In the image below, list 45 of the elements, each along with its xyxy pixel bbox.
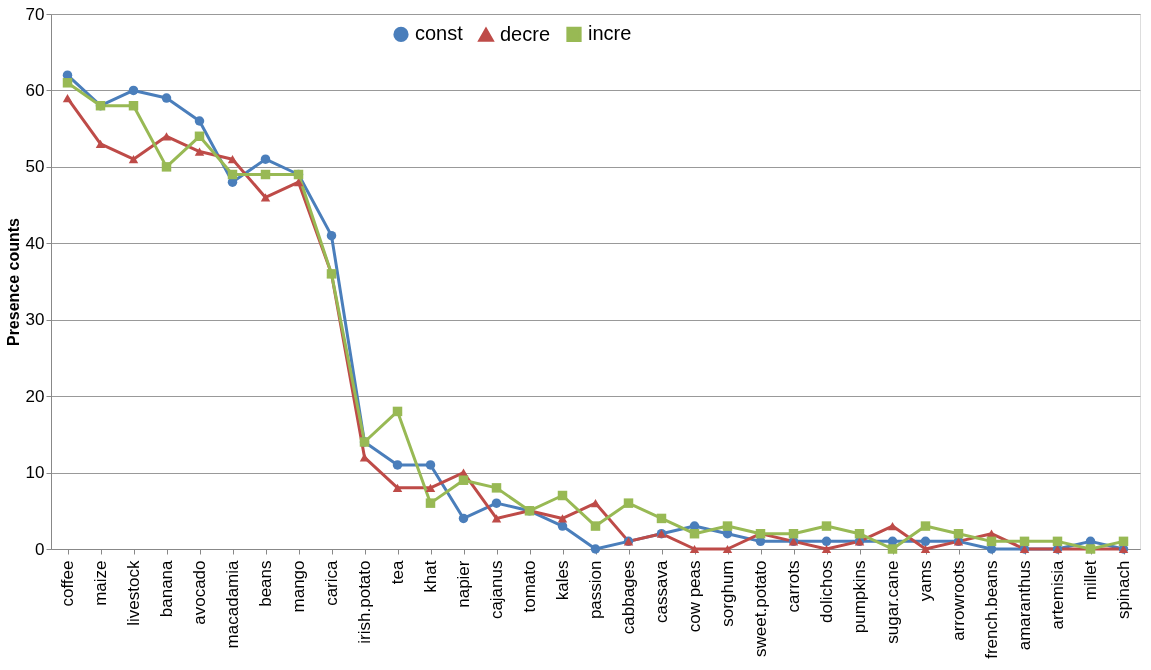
y-tick-label: 40 <box>25 233 45 253</box>
y-tick-label: 30 <box>25 310 45 330</box>
x-tick-label: maize <box>91 560 110 606</box>
x-tick-label: khat <box>421 560 440 593</box>
x-tick-label: artemisia <box>1048 559 1067 630</box>
y-tick-label: 10 <box>25 463 45 483</box>
x-tick-label: sweet.potato <box>751 560 770 657</box>
y-tick-label: 60 <box>25 80 45 100</box>
y-tick-label: 70 <box>25 4 45 24</box>
x-tick-label: carica <box>322 559 341 606</box>
legend-label: const <box>415 22 464 45</box>
legend-label: decre <box>500 22 551 45</box>
x-tick-label: french.beans <box>982 560 1001 659</box>
x-tick-label: pumpkins <box>850 560 869 634</box>
x-tick-label: cassava <box>652 559 671 623</box>
x-tick-label: sorghum <box>718 560 737 627</box>
x-tick-label: carrots <box>784 560 803 613</box>
x-tick-label: amaranthus <box>1015 560 1034 651</box>
x-tick-label: tomato <box>520 560 539 613</box>
x-tick-label: spinach <box>1114 560 1133 620</box>
x-tick-label: cabbages <box>619 560 638 635</box>
x-tick-label: sugar.cane <box>883 560 902 644</box>
x-tick-label: avocado <box>190 560 209 625</box>
x-tick-label: irish.potato <box>355 560 374 644</box>
x-tick-label: millet <box>1081 560 1100 601</box>
x-tick-label: banana <box>157 559 176 618</box>
x-tick-label: kales <box>553 560 572 601</box>
x-tick-label: cajanus <box>487 560 506 620</box>
y-axis-title: Presence counts <box>4 217 22 347</box>
y-tick-label: 50 <box>25 157 45 177</box>
x-tick-label: macadamia <box>223 559 242 649</box>
legend-label: incre <box>588 22 632 45</box>
x-tick-label: tea <box>388 559 407 585</box>
x-tick-label: arrowroots <box>949 560 968 641</box>
x-tick-label: coffee <box>58 560 77 607</box>
x-tick-label: cow peas <box>685 560 704 633</box>
y-tick-label: 0 <box>35 539 45 559</box>
x-tick-label: yams <box>916 560 935 602</box>
x-tick-label: mango <box>289 560 308 613</box>
x-tick-label: napier <box>454 560 473 608</box>
y-tick-label: 20 <box>25 386 45 406</box>
x-tick-label: livestock <box>124 560 143 626</box>
x-tick-label: beans <box>256 560 275 607</box>
x-tick-label: passion <box>586 560 605 620</box>
x-tick-label: dolichos <box>817 560 836 623</box>
